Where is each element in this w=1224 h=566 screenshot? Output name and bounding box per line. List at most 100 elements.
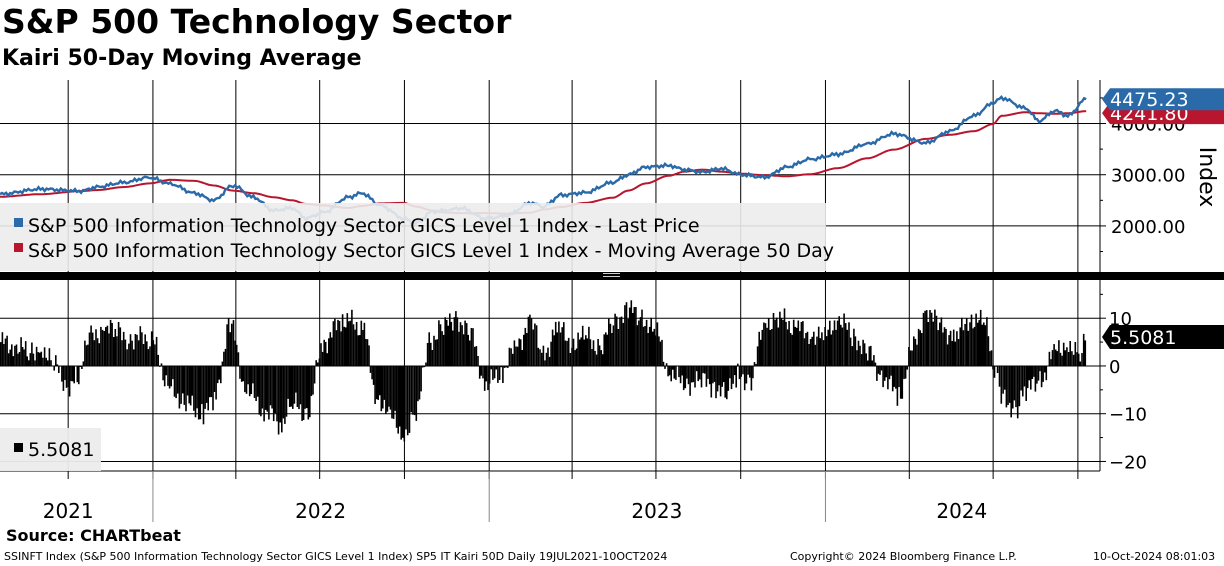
kairi-bar [290, 365, 293, 407]
kairi-bar [611, 333, 613, 366]
kairi-bar [284, 365, 286, 424]
kairi-bar [906, 365, 908, 370]
price-value-tag: 4475.23 [1102, 88, 1224, 111]
kairi-bar [430, 342, 432, 366]
kairi-bar [664, 365, 666, 369]
kairi-bar [106, 325, 109, 366]
kairi-bar [357, 335, 359, 366]
kairi-bar [302, 365, 305, 420]
kairi-bar [1084, 340, 1087, 366]
kairi-bar [234, 340, 236, 366]
kairi-bar [500, 365, 502, 368]
kairi-bar [951, 341, 953, 366]
kairi-bar [48, 348, 51, 366]
kairi-bar [296, 365, 299, 407]
kairi-bar [1059, 352, 1062, 366]
kairi-bar [18, 352, 21, 366]
kairi-bar [792, 319, 795, 366]
kairi-bar [42, 357, 44, 366]
kairi-bar [524, 327, 527, 366]
kairi-bar [532, 329, 534, 366]
kairi-bar [441, 331, 443, 366]
top-y-tick-label: 3000.00 [1111, 166, 1185, 187]
kairi-bar [803, 338, 806, 366]
kairi-bar [583, 339, 586, 366]
kairi-bar [449, 313, 451, 366]
kairi-bar [658, 336, 660, 366]
kairi-bar [919, 330, 921, 366]
kairi-bar [857, 340, 860, 366]
kairi-bar [288, 365, 291, 407]
kairi-bar [56, 364, 59, 366]
kairi-bar [95, 329, 97, 366]
kairi-bar [329, 332, 332, 366]
kairi-bar [346, 313, 349, 366]
kairi-bar [617, 329, 620, 366]
kairi-bar [26, 356, 28, 366]
kairi-bar [609, 323, 612, 366]
kairi-bar [946, 344, 949, 366]
kairi-bar [841, 327, 844, 366]
kairi-bar [967, 330, 970, 366]
kairi-bar [202, 365, 205, 425]
kairi-bar [679, 365, 682, 384]
kairi-bar [397, 365, 399, 434]
kairi-bar [109, 319, 112, 366]
kairi-bar [822, 340, 825, 366]
kairi-bar [785, 321, 787, 366]
kairi-bar [468, 340, 471, 366]
kairi-bar [368, 345, 370, 366]
kairi-bar [644, 326, 646, 366]
kairi-bar [870, 345, 872, 366]
kairi-bar [794, 326, 796, 366]
kairi-bar [433, 335, 435, 366]
kairi-bar [873, 355, 875, 366]
kairi-bar [58, 365, 60, 373]
kairi-bar [1012, 365, 1014, 409]
kairi-bar [916, 344, 918, 366]
kairi-bar [539, 349, 541, 366]
kairi-bar [603, 334, 605, 366]
kairi-bar [29, 353, 32, 366]
kairi-bar [783, 308, 786, 366]
kairi-bar [154, 344, 156, 366]
kairi-bar [682, 365, 685, 391]
kairi-bar [483, 365, 486, 391]
kairi-bar [221, 361, 224, 366]
kairi-bar [510, 348, 512, 366]
kairi-bar [622, 322, 625, 366]
kairi-bar [529, 314, 531, 366]
kairi-bar [442, 334, 445, 366]
kairi-bar [592, 340, 595, 366]
kairi-bar [477, 356, 479, 366]
kairi-bar [185, 365, 187, 412]
kairi-bar [959, 327, 961, 366]
bottom-y-tick-label: −10 [1109, 405, 1147, 426]
kairi-bar [91, 332, 94, 366]
kairi-bar [577, 332, 579, 366]
kairi-bar [986, 317, 988, 366]
kairi-bar [1061, 355, 1063, 366]
kairi-bar [395, 365, 398, 428]
kairi-bar [726, 365, 728, 400]
kairi-bar [727, 365, 730, 391]
kairi-bar [732, 365, 734, 384]
kairi-bar [142, 344, 145, 366]
kairi-bar [802, 321, 804, 366]
kairi-bar [1033, 365, 1035, 377]
kairi-bar [595, 354, 598, 366]
kairi-bar [386, 365, 389, 412]
kairi-bar [996, 365, 999, 373]
kairi-bar [1051, 350, 1054, 366]
kairi-bar [122, 331, 125, 366]
kairi-bar [730, 365, 733, 390]
kairi-bar [1064, 350, 1067, 366]
kairi-bar [1013, 365, 1016, 401]
kairi-bar [767, 318, 770, 366]
kairi-bar [0, 342, 2, 366]
kairi-bar [571, 347, 573, 366]
kairi-bar [724, 365, 726, 398]
kairi-bar [772, 313, 775, 366]
kairi-bar [636, 325, 639, 366]
kairi-bar [600, 350, 602, 366]
